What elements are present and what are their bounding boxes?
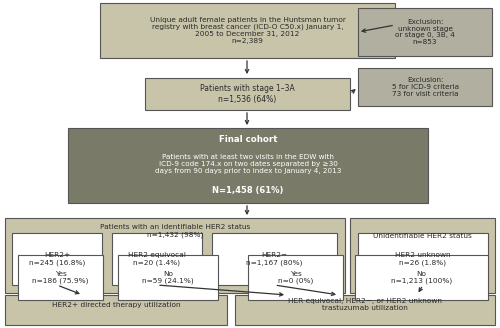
Bar xyxy=(100,3,395,58)
Text: HER2−
n=1,167 (80%): HER2− n=1,167 (80%) xyxy=(246,252,303,266)
Text: N=1,458 (61%): N=1,458 (61%) xyxy=(212,186,284,195)
Text: Exclusion:
5 for ICD-9 criteria
73 for visit criteria: Exclusion: 5 for ICD-9 criteria 73 for v… xyxy=(392,77,458,97)
Bar xyxy=(350,218,495,293)
Bar xyxy=(248,255,343,300)
Bar xyxy=(145,78,350,110)
Text: HER2 unknown
n=26 (1.8%): HER2 unknown n=26 (1.8%) xyxy=(395,252,451,266)
Bar xyxy=(5,295,227,325)
Bar xyxy=(235,295,495,325)
Bar xyxy=(5,218,345,293)
Text: No
n=1,213 (100%): No n=1,213 (100%) xyxy=(391,271,452,284)
Text: Unidentifiable HER2 status: Unidentifiable HER2 status xyxy=(373,233,472,239)
Bar xyxy=(358,68,492,106)
Text: HER2 equivocal
n=20 (1.4%): HER2 equivocal n=20 (1.4%) xyxy=(128,252,186,266)
Bar xyxy=(355,255,488,300)
Text: HER equivocal, HER2−, or HER2 unknown
trastuzumab utilization: HER equivocal, HER2−, or HER2 unknown tr… xyxy=(288,298,442,312)
Bar xyxy=(18,255,103,300)
Bar xyxy=(358,8,492,56)
Bar xyxy=(112,233,202,285)
Text: HER2+
n=245 (16.8%): HER2+ n=245 (16.8%) xyxy=(29,252,85,266)
Text: Patients with an identifiable HER2 status
n=1,432 (98%): Patients with an identifiable HER2 statu… xyxy=(100,224,250,238)
Text: Exclusion:
unknown stage
or stage 0, 3B, 4
n=853: Exclusion: unknown stage or stage 0, 3B,… xyxy=(395,18,455,46)
Bar xyxy=(68,128,428,203)
Text: Final cohort: Final cohort xyxy=(219,134,277,144)
Bar xyxy=(118,255,218,300)
Text: Patients with at least two visits in the EDW with
ICD-9 code 174.x on two dates : Patients with at least two visits in the… xyxy=(155,154,341,174)
Text: Patients with stage 1–3A
n=1,536 (64%): Patients with stage 1–3A n=1,536 (64%) xyxy=(200,84,295,104)
Text: HER2+ directed therapy utilization: HER2+ directed therapy utilization xyxy=(52,302,180,308)
Text: Yes
n=186 (75.9%): Yes n=186 (75.9%) xyxy=(32,271,89,284)
Bar xyxy=(12,233,102,285)
Bar xyxy=(212,233,337,285)
Text: Yes
n=0 (0%): Yes n=0 (0%) xyxy=(278,271,313,284)
Bar xyxy=(358,233,488,285)
Text: Unique adult female patients in the Huntsman tumor
registry with breast cancer (: Unique adult female patients in the Hunt… xyxy=(150,17,346,44)
Text: No
n=59 (24.1%): No n=59 (24.1%) xyxy=(142,271,194,284)
